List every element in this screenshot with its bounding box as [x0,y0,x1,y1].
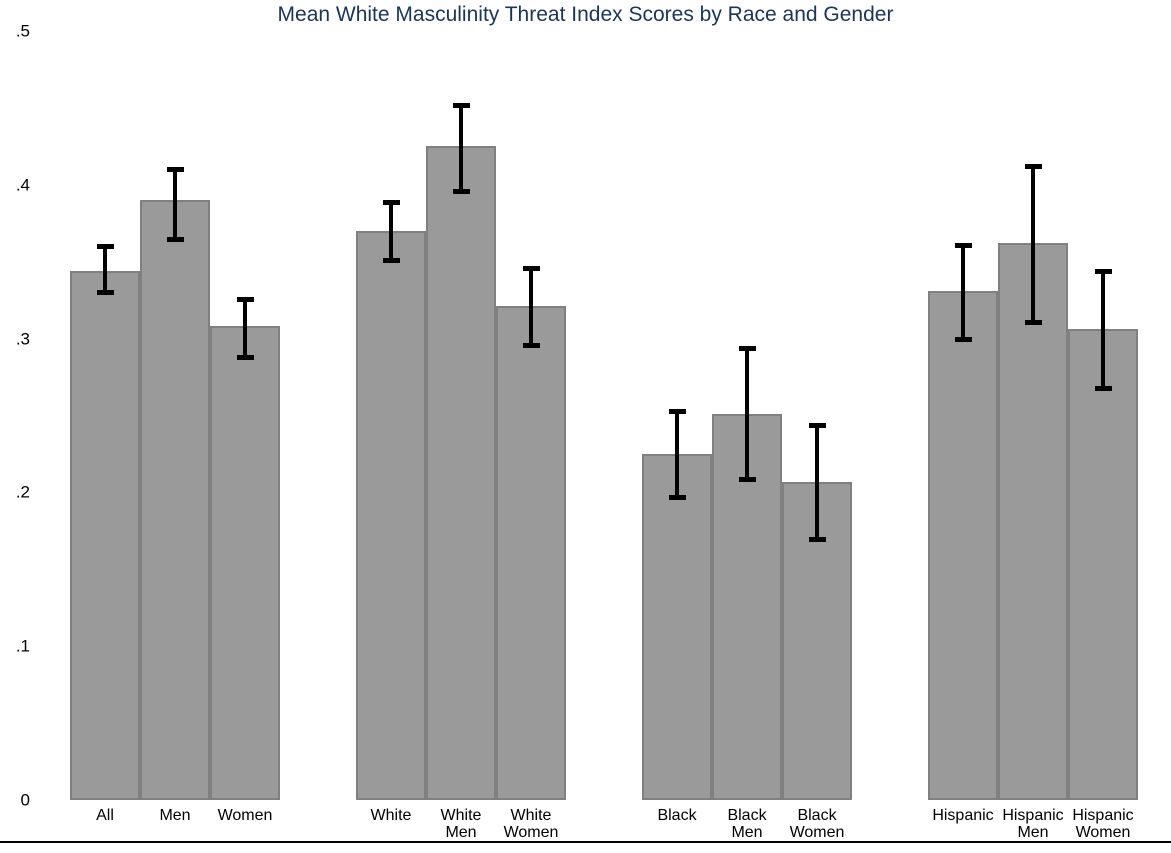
error-bar-cap-bottom-women [237,355,254,361]
error-bar-cap-bottom-hispanic-women [1095,385,1112,391]
y-axis-tick-label: .5 [15,21,30,41]
bar-hispanic-men [998,243,1068,800]
bar-women [210,326,280,800]
error-bar-stem-hispanic [961,244,965,339]
error-bar-cap-top-women [237,296,254,302]
x-axis-label-black-men: Black Men [727,807,767,841]
error-bar-cap-top-white [383,199,400,205]
bar-black [642,453,712,800]
error-bar-cap-bottom-white-men [453,188,470,194]
x-axis-label-women: Women [217,807,273,824]
error-bar-cap-top-hispanic [955,242,972,248]
y-axis-tick-label: .4 [15,175,30,195]
bar-white-women [496,306,566,800]
chart-title: Mean White Masculinity Threat Index Scor… [277,3,894,26]
error-bar-cap-top-white-men [453,102,470,108]
error-bar-cap-bottom-black-men [739,476,756,482]
error-bar-cap-top-hispanic-women [1095,268,1112,274]
error-bar-cap-bottom-men [167,236,184,242]
error-bar-stem-white [389,201,393,261]
error-bar-stem-black [675,410,679,497]
error-bar-cap-top-black-women [809,422,826,428]
error-bar-stem-white-men [459,104,463,191]
bar-white-men [426,146,496,800]
x-axis-label-hispanic: Hispanic [932,807,994,824]
bar-hispanic-women [1068,329,1138,800]
x-axis-label-all: All [96,807,114,824]
error-bar-cap-top-black [669,408,686,414]
error-bar-cap-bottom-white-women [523,342,540,348]
error-bar-cap-bottom-hispanic [955,336,972,342]
x-axis-label-white: White [370,807,412,824]
bar-hispanic [928,290,998,800]
error-bar-cap-top-hispanic-men [1025,164,1042,170]
bar-all [70,270,140,800]
y-axis-tick-label: .3 [15,329,30,349]
x-axis-label-hispanic-men: Hispanic Men [1002,807,1064,841]
error-bar-cap-top-black-men [739,345,756,351]
y-axis-tick-label: 0 [20,790,30,810]
error-bar-cap-top-white-women [523,265,540,271]
error-bar-stem-men [173,169,177,239]
error-bar-stem-hispanic-men [1031,166,1035,322]
error-bar-cap-bottom-black [669,495,686,500]
x-axis-label-black: Black [657,807,697,824]
error-bar-cap-top-all [97,244,114,250]
y-axis-tick-label: .2 [15,482,30,502]
error-bar-stem-black-women [815,424,819,539]
error-bar-cap-bottom-white [383,258,400,264]
x-axis-label-hispanic-women: Hispanic Women [1072,807,1134,841]
error-bar-cap-bottom-all [97,290,114,296]
error-bar-stem-hispanic-women [1101,270,1105,388]
y-axis-tick-label: .1 [15,636,30,656]
x-axis-label-white-men: White Men [440,807,482,841]
bar-men [140,200,210,800]
x-axis-label-men: Men [159,807,191,824]
figure-bottom-border [0,841,1171,843]
bar-white [356,230,426,800]
x-axis-label-black-women: Black Women [789,807,845,841]
error-bar-cap-bottom-black-women [809,536,826,542]
error-bar-stem-black-men [745,347,749,479]
x-axis-label-white-women: White Women [503,807,559,841]
error-bar-cap-top-men [167,167,184,173]
error-bar-stem-white-women [529,267,533,345]
error-bar-stem-women [243,298,247,358]
error-bar-cap-bottom-hispanic-men [1025,319,1042,325]
error-bar-stem-all [103,246,107,293]
